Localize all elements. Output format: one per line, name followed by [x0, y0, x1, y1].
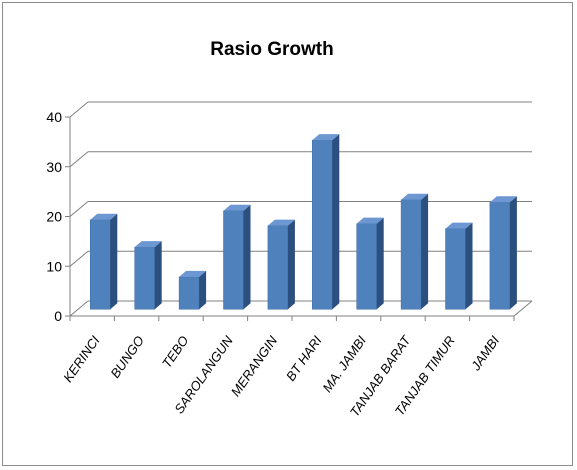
bar-front-face — [356, 223, 377, 310]
x-category-label: BT HARI — [283, 333, 325, 384]
bar-front-face — [400, 199, 422, 310]
x-category-label: MERANGIN — [228, 333, 281, 399]
bar-front-face — [223, 210, 244, 310]
gridline-depth — [69, 101, 89, 118]
bar — [267, 219, 295, 310]
x-category-label: KERINCI — [60, 333, 103, 385]
bar — [445, 222, 473, 310]
bar-side-face — [465, 222, 473, 310]
bar-front-face — [134, 246, 155, 310]
floor-right-edge — [513, 300, 533, 317]
bar-top-face — [489, 196, 517, 203]
chart-title: Rasio Growth — [210, 39, 334, 60]
bar-top-face — [445, 222, 473, 229]
x-category-label: MA. JAMBI — [319, 333, 369, 395]
bar — [90, 213, 118, 310]
bar-top-face — [267, 219, 295, 226]
bar-front-face — [445, 228, 466, 310]
bar — [356, 217, 384, 310]
bar-side-face — [287, 219, 295, 310]
y-tick-label: 40 — [46, 109, 62, 125]
bar-top-face — [90, 213, 118, 220]
gridline-depth — [69, 151, 89, 168]
bar — [178, 270, 207, 310]
bar — [223, 204, 251, 310]
bar-top-face — [312, 134, 340, 141]
bar-front-face — [312, 139, 333, 310]
bar-top-face — [356, 217, 384, 224]
bar-front-face — [90, 219, 111, 310]
bar-front-face — [489, 202, 511, 310]
x-category-label: TEBO — [159, 333, 192, 371]
y-tick-label: 10 — [46, 258, 62, 274]
bar-side-face — [376, 217, 384, 310]
bar-front-face — [178, 276, 200, 310]
bar-front-face — [267, 225, 289, 310]
bar — [489, 196, 517, 310]
bar-side-face — [421, 193, 429, 310]
bar — [134, 241, 162, 310]
gridline-depth — [69, 201, 89, 217]
y-tick-label: 30 — [46, 159, 62, 175]
bar-layer — [90, 134, 517, 310]
x-category-label: BUNGO — [107, 333, 147, 381]
bar-top-face — [134, 241, 162, 248]
gridline-depth — [69, 300, 89, 317]
bar-side-face — [509, 196, 517, 310]
bar-top-face — [223, 204, 251, 211]
x-category-label: JAMBI — [467, 333, 502, 374]
y-tick-label: 20 — [46, 209, 62, 225]
y-tick-label: 0 — [54, 308, 62, 324]
bar — [312, 134, 340, 310]
bar-top-face — [179, 270, 207, 277]
bar-side-face — [110, 213, 118, 310]
bar-side-face — [332, 134, 340, 310]
bar-side-face — [154, 241, 162, 310]
bar-top-face — [401, 193, 429, 200]
bar-side-face — [243, 204, 251, 310]
axis-layer: 0 10 20 30 40 — [46, 109, 515, 324]
gridline-depth — [69, 250, 89, 267]
bar-side-face — [199, 270, 207, 310]
bar — [400, 193, 429, 310]
